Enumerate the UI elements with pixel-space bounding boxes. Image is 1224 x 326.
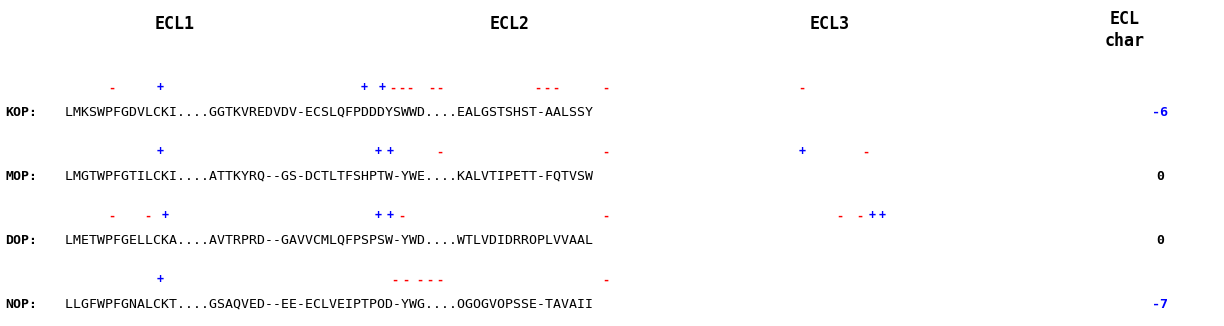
Text: -: - — [399, 82, 405, 95]
Text: -: - — [389, 82, 397, 95]
Text: +: + — [375, 210, 382, 223]
Text: -: - — [602, 145, 610, 158]
Text: +: + — [157, 82, 164, 95]
Text: -: - — [535, 82, 541, 95]
Text: -: - — [406, 82, 414, 95]
Text: ECL: ECL — [1110, 10, 1140, 28]
Text: -: - — [426, 274, 433, 287]
Text: LMGTWPFGTILCKI....ATTKYRQ--GS-DCTLTFSHPTW-YWE....KALVTIPETT-FQTVSW: LMGTWPFGTILCKI....ATTKYRQ--GS-DCTLTFSHPT… — [58, 170, 592, 183]
Text: -: - — [437, 82, 443, 95]
Text: -: - — [543, 82, 551, 95]
Text: -: - — [857, 210, 864, 223]
Text: +: + — [360, 82, 367, 95]
Text: -: - — [437, 145, 443, 158]
Text: 0: 0 — [1155, 170, 1164, 183]
Text: -: - — [437, 274, 443, 287]
Text: KOP:: KOP: — [5, 106, 37, 118]
Text: -: - — [863, 145, 869, 158]
Text: -7: -7 — [1152, 298, 1168, 310]
Text: -: - — [798, 82, 805, 95]
Text: +: + — [869, 210, 875, 223]
Text: MOP:: MOP: — [5, 170, 37, 183]
Text: -: - — [602, 210, 610, 223]
Text: -: - — [399, 210, 405, 223]
Text: +: + — [157, 274, 164, 287]
Text: NOP:: NOP: — [5, 298, 37, 310]
Text: -6: -6 — [1152, 106, 1168, 118]
Text: -: - — [602, 82, 610, 95]
Text: +: + — [879, 210, 885, 223]
Text: -: - — [836, 210, 843, 223]
Text: -: - — [144, 210, 152, 223]
Text: -: - — [416, 274, 424, 287]
Text: -: - — [552, 82, 559, 95]
Text: +: + — [798, 145, 805, 158]
Text: -: - — [109, 210, 115, 223]
Text: +: + — [157, 145, 164, 158]
Text: ECL2: ECL2 — [490, 15, 530, 33]
Text: 0: 0 — [1155, 233, 1164, 246]
Text: -: - — [428, 82, 436, 95]
Text: LMKSWPFGDVLCKI....GGTKVREDVDV-ECSLQFPDDDYSWWD....EALGSTSHST-AALSSY: LMKSWPFGDVLCKI....GGTKVREDVDV-ECSLQFPDDD… — [58, 106, 592, 118]
Text: -: - — [403, 274, 410, 287]
Text: +: + — [162, 210, 169, 223]
Text: LLGFWPFGNALCKT....GSAQVED--EE-ECLVEIPTPOD-YWG....OGOGVOPSSE-TAVAII: LLGFWPFGNALCKT....GSAQVED--EE-ECLVEIPTPO… — [58, 298, 592, 310]
Text: -: - — [602, 274, 610, 287]
Text: +: + — [387, 210, 394, 223]
Text: -: - — [392, 274, 399, 287]
Text: +: + — [375, 145, 382, 158]
Text: +: + — [378, 82, 386, 95]
Text: +: + — [387, 145, 394, 158]
Text: ECL1: ECL1 — [155, 15, 195, 33]
Text: char: char — [1105, 32, 1144, 50]
Text: LMETWPFGELLCKA....AVTRPRD--GAVVCMLQFPSPSW-YWD....WTLVDIDRROPLVVAAL: LMETWPFGELLCKA....AVTRPRD--GAVVCMLQFPSPS… — [58, 233, 592, 246]
Text: ECL3: ECL3 — [810, 15, 849, 33]
Text: -: - — [109, 82, 115, 95]
Text: DOP:: DOP: — [5, 233, 37, 246]
